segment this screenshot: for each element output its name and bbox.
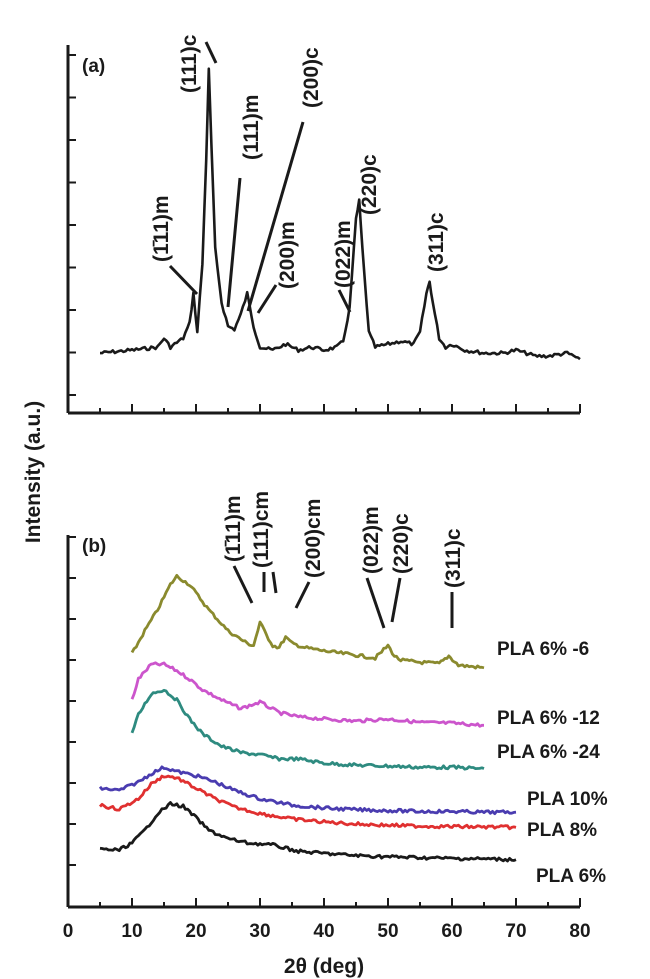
annotation-a-311c: (311)c	[425, 212, 448, 272]
panel-a-annotation-leaders	[168, 41, 352, 314]
annotation-a-111m: (111)m	[240, 95, 263, 160]
annotation-a-220c: (220)c	[358, 154, 381, 215]
panel-b: 0 10 20 30 40 50 60 70 80 (b) (1̄11)m (111)cm (2…	[63, 491, 608, 978]
series-label-pla10: PLA 10%	[527, 789, 608, 810]
panel-b-x-tick-label: 20	[185, 921, 206, 942]
panel-a-leader	[337, 289, 352, 313]
panel-b-x-tick-labels: 0 10 20 30 40 50 60 70 80	[63, 921, 591, 942]
panel-b-x-tick-label: 80	[569, 921, 590, 942]
panel-a-label: (a)	[82, 56, 105, 77]
panel-b-line-3	[98, 765, 517, 816]
panel-a-leader	[246, 121, 305, 312]
panel-b-x-tick-label: 0	[63, 921, 74, 942]
panel-b-line-1	[130, 661, 484, 728]
panel-a-series	[100, 67, 581, 361]
panel-a-annotations: (1̄11)m (111)c (111)m (200)c (200)m (022…	[150, 34, 448, 289]
annotation-a-022m: (022)m	[332, 220, 355, 288]
panel-b-x-tick-label: 10	[121, 921, 142, 942]
panel-a-leader	[256, 284, 278, 314]
annotation-a-200c: (200)c	[300, 47, 323, 108]
panel-a-leader	[226, 177, 242, 308]
panel-b-x-tick-label: 60	[441, 921, 462, 942]
panel-b-leader	[365, 577, 386, 629]
panel-b-y-ticks	[68, 536, 76, 866]
annotation-b-200cm: (200)cm	[302, 499, 325, 578]
panel-b-annotation-leaders	[232, 565, 454, 629]
panel-a-leader	[168, 264, 199, 296]
panel-b-x-tick-label: 50	[377, 921, 398, 942]
annotation-a-200m: (200)m	[276, 221, 299, 289]
panel-a-x-ticks	[67, 404, 581, 413]
panel-a-line	[100, 67, 581, 361]
panel-b-annotations: (1̄11)m (111)cm (200)cm (022)m (220)c (3…	[222, 491, 465, 588]
panel-b-x-ticks	[67, 898, 581, 907]
panel-b-line-4	[98, 774, 517, 831]
series-label-pla6: PLA 6%	[536, 866, 606, 887]
panel-a-leader	[204, 41, 218, 64]
panel-b-line-0	[130, 573, 485, 670]
series-label-pla8: PLA 8%	[527, 820, 597, 841]
panel-b-leader	[390, 577, 402, 623]
panel-b-leader	[271, 571, 278, 594]
panel-b-series-labels: PLA 6% -6 PLA 6% -12 PLA 6% -24 PLA 10% …	[497, 639, 608, 887]
panel-b-line-5	[99, 801, 517, 863]
panel-b-leader	[294, 581, 311, 609]
series-label-pla6-24: PLA 6% -24	[497, 742, 600, 763]
series-label-pla6-6: PLA 6% -6	[497, 639, 589, 660]
annotation-b-311c: (311)c	[442, 528, 465, 588]
panel-a-y-ticks	[68, 54, 76, 396]
panel-b-leader	[232, 565, 254, 604]
y-axis-label: Intensity (a.u.)	[22, 401, 45, 543]
panel-b-line-2	[130, 688, 485, 771]
x-axis-label: 2θ (deg)	[284, 955, 364, 978]
annotation-b-022m: (022)m	[360, 506, 383, 574]
panel-b-x-tick-label: 40	[313, 921, 334, 942]
annotation-b-220c: (220)c	[390, 513, 413, 574]
panel-b-x-tick-label: 30	[249, 921, 270, 942]
panel-b-x-tick-label: 70	[505, 921, 526, 942]
panel-b-series	[98, 573, 517, 863]
series-label-pla6-12: PLA 6% -12	[497, 708, 600, 729]
annotation-a-m111bar: (1̄11)m	[150, 195, 173, 262]
annotation-b-m111bar: (1̄11)m	[222, 495, 245, 562]
panel-a: (a) (1̄11)m (111)c (111)m (200)c (200)m …	[66, 34, 581, 415]
annotation-b-111cm: (111)cm	[250, 491, 273, 568]
annotation-a-111c: (111)c	[178, 34, 201, 93]
panel-b-label: (b)	[82, 536, 106, 557]
